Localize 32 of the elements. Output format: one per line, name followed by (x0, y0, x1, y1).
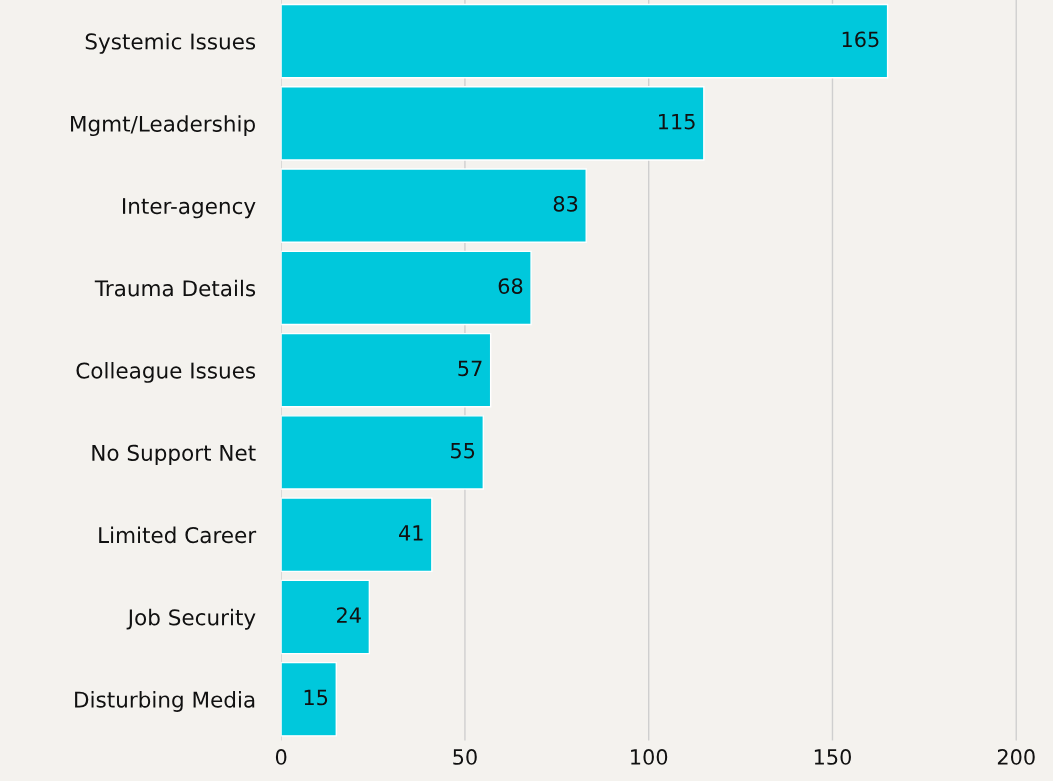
y-tick-label: Systemic Issues (85, 32, 256, 54)
y-tick-label: Disturbing Media (75, 691, 255, 712)
x-tick-label: 100 (631, 749, 668, 765)
bar (281, 250, 532, 326)
data-label: 165 (842, 31, 879, 48)
y-tick-label: Trauma Details (94, 279, 256, 297)
x-tick-label: 50 (453, 749, 477, 765)
y-tick-label: Limited Career (99, 526, 257, 544)
y-tick-label: No Support Net (92, 444, 256, 466)
bar (281, 415, 484, 490)
bar (281, 579, 371, 655)
y-tick-label: Job Security (126, 608, 256, 630)
data-label: 57 (458, 360, 482, 377)
bar (281, 661, 337, 737)
bar (281, 497, 433, 573)
data-label: 68 (498, 278, 523, 294)
data-label: 55 (451, 443, 475, 459)
data-label: 41 (399, 525, 423, 541)
data-label: 115 (659, 113, 695, 130)
y-tick-label: Inter-agency (123, 198, 256, 219)
x-tick-label: 200 (997, 749, 1035, 765)
bar (281, 168, 587, 243)
bar (281, 86, 705, 161)
y-tick-label: Mgmt/Leadership (71, 115, 255, 137)
x-tick-label: 150 (814, 749, 851, 765)
data-label: 24 (337, 607, 361, 623)
y-tick-label: Colleague Issues (76, 362, 256, 383)
bar (281, 332, 492, 408)
bar (281, 3, 889, 79)
x-tick-label: 0 (275, 749, 287, 765)
data-label: 15 (304, 689, 328, 706)
data-label: 83 (553, 195, 578, 212)
